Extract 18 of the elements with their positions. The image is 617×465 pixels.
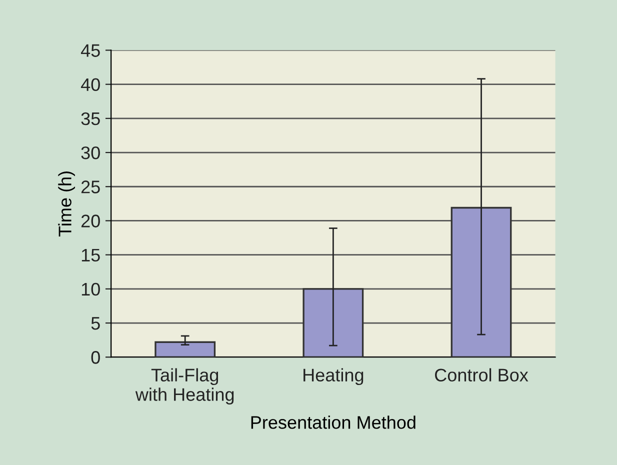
bar <box>302 288 364 358</box>
x-axis-title: Presentation Method <box>251 416 416 429</box>
y-tick-label: 15 <box>82 248 100 262</box>
y-tick-label: 10 <box>82 282 100 296</box>
y-tick-label: 45 <box>80 44 100 57</box>
x-tick-label: Tail-Flag with Heating <box>135 368 234 405</box>
y-tick-label: 20 <box>81 214 100 228</box>
bar <box>450 206 512 358</box>
y-tick-label: 40 <box>80 78 100 92</box>
y-tick-label: 5 <box>91 317 100 330</box>
x-tick-label: Control Box <box>435 368 528 382</box>
y-tick-label: 25 <box>81 180 100 194</box>
x-tick-label: Heating <box>304 368 364 386</box>
y-axis-title: Time (h) <box>58 172 75 237</box>
y-tick-label: 30 <box>81 146 100 160</box>
bar <box>154 341 216 358</box>
y-tick-label: 35 <box>81 112 100 126</box>
y-tick-label: 0 <box>91 351 100 364</box>
